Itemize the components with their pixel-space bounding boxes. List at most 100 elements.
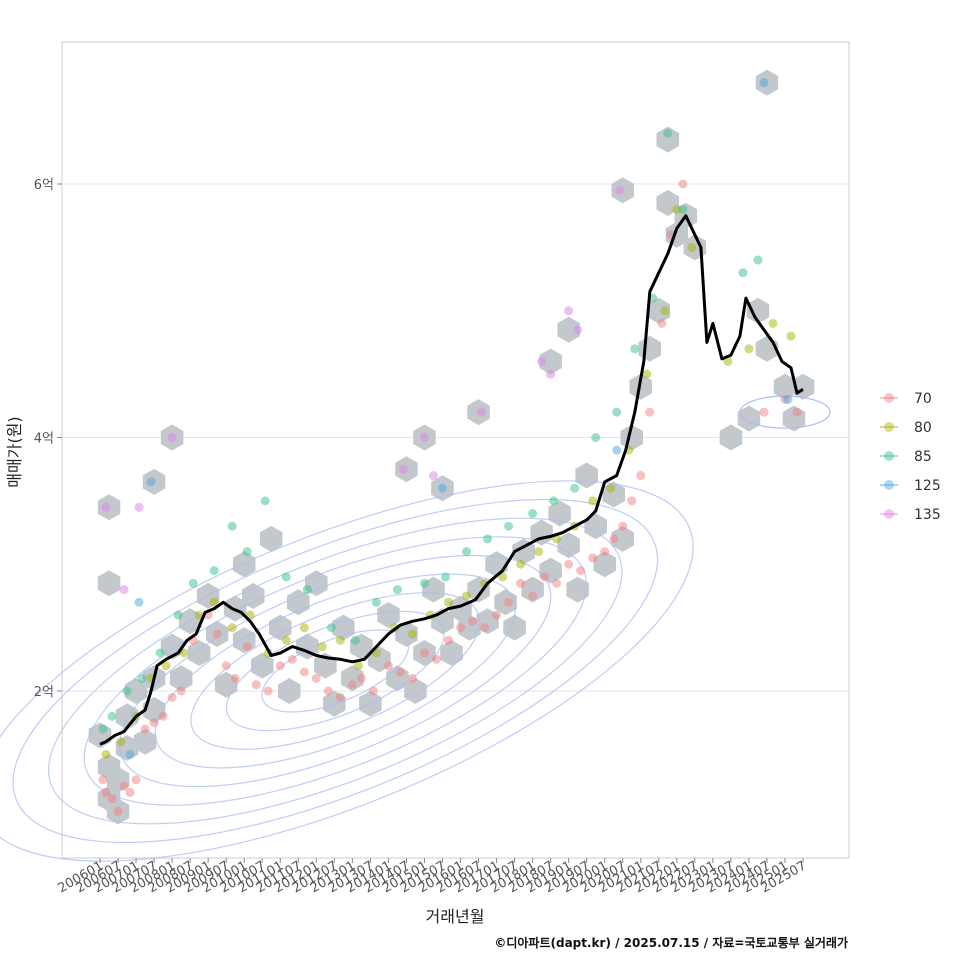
point-70 (395, 667, 405, 677)
hexbin-cell (377, 602, 400, 628)
hexbin-cell (242, 582, 265, 609)
point-80 (498, 572, 508, 582)
point-80 (101, 749, 111, 759)
point-85 (227, 521, 237, 531)
legend-key-135 (884, 509, 894, 519)
scatter-points (98, 78, 802, 816)
point-125 (134, 597, 144, 607)
point-80 (744, 344, 754, 354)
point-85 (570, 483, 580, 493)
point-70 (492, 610, 502, 620)
point-70 (443, 635, 453, 645)
point-135 (134, 502, 144, 512)
point-80 (443, 597, 453, 607)
point-80 (161, 661, 171, 671)
hexbin-cell (124, 678, 148, 704)
density-contour (12, 498, 659, 844)
point-125 (612, 445, 622, 455)
point-80 (281, 635, 291, 645)
point-85 (281, 572, 291, 582)
point-70 (113, 806, 123, 816)
point-85 (371, 597, 381, 607)
point-70 (149, 718, 159, 728)
point-135 (537, 356, 547, 366)
density-contour (119, 554, 552, 788)
point-70 (311, 673, 321, 683)
point-70 (618, 521, 628, 531)
point-85 (462, 547, 472, 557)
point-70 (657, 318, 667, 328)
point-70 (552, 578, 562, 588)
density-contours (0, 395, 831, 862)
legend-label-125: 125 (914, 478, 941, 494)
y-axis-title: 매매가(원) (5, 416, 24, 487)
point-80 (660, 306, 670, 316)
point-70 (140, 724, 150, 734)
x-axis-title: 거래년월 (426, 907, 485, 926)
point-85 (326, 623, 336, 633)
point-70 (588, 553, 598, 563)
point-85 (242, 547, 252, 557)
hexbin-cell (719, 424, 743, 451)
point-85 (440, 572, 450, 582)
point-70 (609, 534, 619, 544)
point-80 (299, 623, 309, 633)
point-135 (573, 325, 583, 335)
legend-key-80 (884, 422, 894, 432)
point-85 (483, 534, 493, 544)
point-85 (663, 128, 673, 138)
point-70 (516, 578, 526, 588)
hexbin-cell (647, 297, 671, 324)
point-80 (116, 737, 126, 747)
point-70 (468, 616, 478, 626)
point-125 (146, 477, 156, 487)
point-125 (759, 78, 769, 88)
legend: 70 80 85 125 135 (880, 391, 941, 523)
point-70 (678, 179, 688, 189)
hexbin-cell (169, 665, 193, 692)
density-contour (261, 629, 410, 713)
point-70 (263, 686, 273, 696)
point-80 (209, 597, 219, 607)
point-135 (546, 369, 556, 379)
y-tick-label: 2억 (34, 685, 54, 700)
density-contour (190, 592, 481, 750)
point-70 (323, 686, 333, 696)
point-80 (534, 547, 544, 557)
point-70 (158, 711, 168, 721)
hexbin-cell (773, 373, 797, 400)
point-85 (155, 648, 165, 658)
point-80 (606, 483, 616, 493)
hexbin-cell (593, 551, 616, 578)
point-70 (356, 673, 366, 683)
point-85 (122, 686, 132, 696)
legend-label-85: 85 (914, 449, 932, 465)
point-70 (299, 667, 309, 677)
point-135 (167, 433, 177, 442)
point-80 (723, 356, 733, 366)
point-80 (462, 591, 472, 601)
hexbin-cell (656, 126, 680, 153)
point-70 (456, 623, 466, 633)
hexbin-cell (611, 525, 634, 552)
hexbin-cell (232, 551, 256, 578)
point-80 (353, 661, 363, 671)
point-70 (335, 692, 345, 702)
gridlines (62, 183, 849, 692)
point-70 (230, 673, 240, 683)
point-70 (221, 661, 231, 671)
hexbin-cell (133, 728, 157, 755)
point-85 (753, 255, 763, 265)
point-70 (431, 654, 441, 664)
point-80 (317, 642, 327, 652)
x-axis-ticks: 2006012006072007012007072008012008072009… (56, 858, 809, 896)
point-135 (419, 433, 429, 442)
y-tick-label: 6억 (34, 178, 54, 193)
point-125 (783, 394, 793, 404)
hexbin-cell (97, 570, 121, 597)
y-tick-label: 4억 (34, 432, 54, 447)
point-80 (588, 496, 598, 506)
point-85 (738, 268, 748, 278)
point-135 (428, 471, 438, 481)
